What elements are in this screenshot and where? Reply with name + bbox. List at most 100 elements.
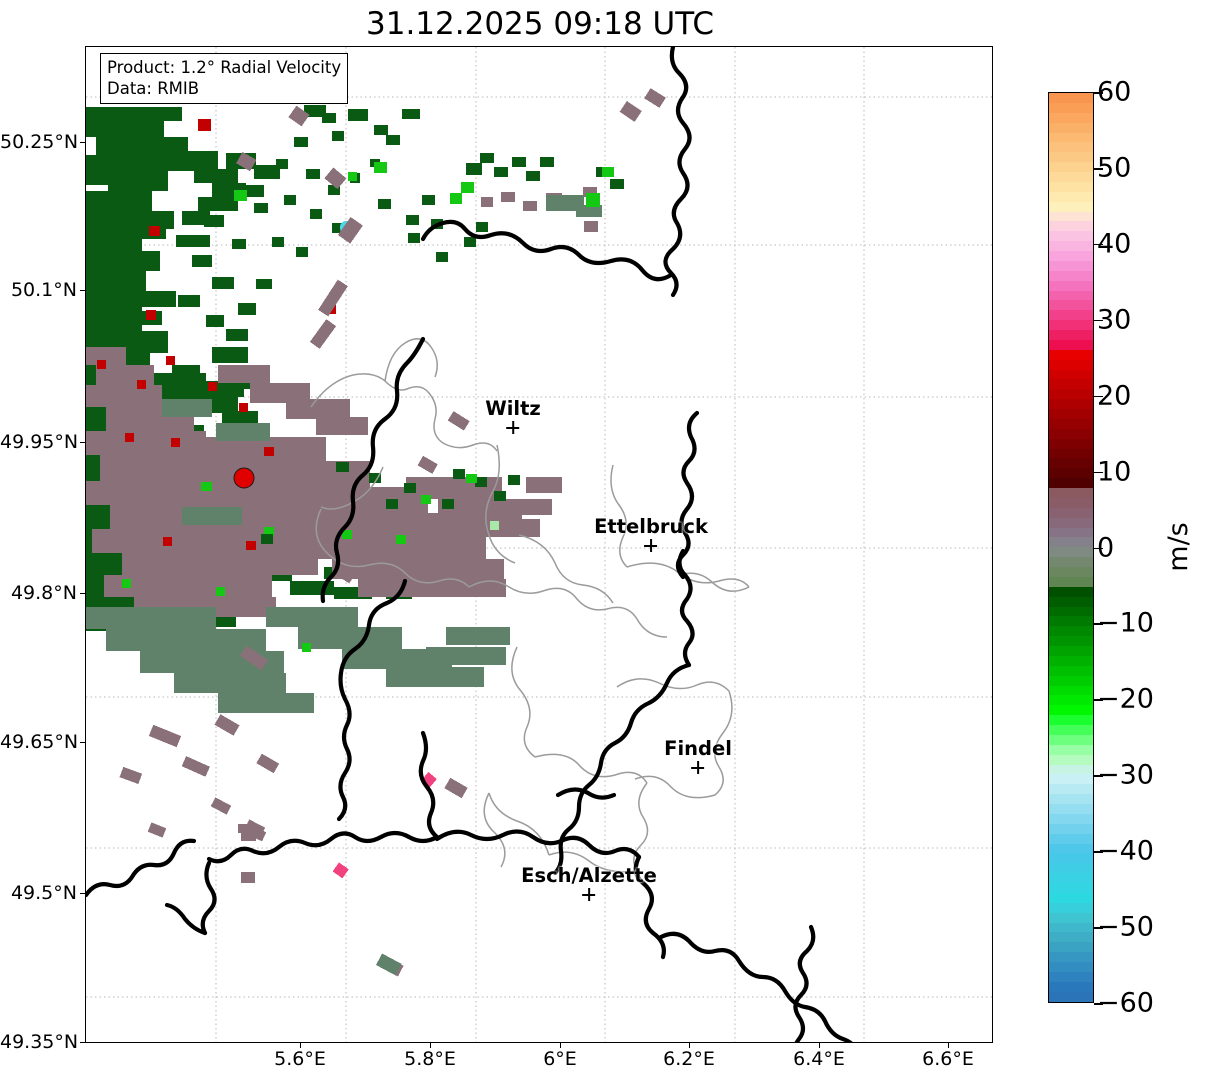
colorbar-segment: [1049, 320, 1093, 330]
colorbar-segment: [1049, 586, 1093, 597]
map-canvas: Wiltz Ettelbruck Findel Esch/Alzette Pro…: [86, 47, 992, 1042]
colorbar-segment: [1049, 596, 1093, 607]
colorbar-tick-mark: [1094, 775, 1103, 777]
x-tick-mark: [689, 1043, 691, 1048]
colorbar-segment: [1049, 557, 1093, 567]
x-tick-mark: [560, 1043, 562, 1048]
colorbar-segment: [1049, 912, 1093, 923]
x-tick-label: 6.4°E: [793, 1048, 845, 1070]
colorbar-segment: [1049, 952, 1093, 962]
city-name: Esch/Alzette: [521, 864, 657, 887]
colorbar-segment: [1049, 823, 1093, 834]
colorbar-segment: [1049, 873, 1093, 883]
colorbar-segment: [1049, 112, 1093, 123]
gridlines: [86, 47, 992, 1042]
colorbar-tick-label: −40: [1097, 835, 1154, 867]
city-cross-marker: [506, 421, 520, 434]
colorbar-segment: [1049, 665, 1093, 676]
colorbar-tick-label: 0: [1097, 532, 1115, 563]
colorbar-tick-mark: [1094, 851, 1103, 853]
colorbar-tick-mark: [1094, 319, 1103, 322]
city-label-wiltz: Wiltz: [485, 397, 541, 434]
colorbar-segment: [1049, 863, 1093, 874]
colorbar-tick-mark: [1094, 471, 1103, 474]
colorbar-segment: [1049, 734, 1093, 745]
y-tick-mark: [80, 893, 85, 895]
colorbar-segment: [1049, 833, 1093, 844]
colorbar-segment: [1049, 290, 1093, 301]
colorbar-segment: [1049, 122, 1093, 133]
y-tick-label: 49.5°N: [0, 882, 77, 904]
colorbar-segment: [1049, 162, 1093, 172]
y-tick-text: 49.65°N: [0, 731, 79, 753]
x-tick-mark: [300, 1043, 302, 1048]
colorbar-segment: [1049, 142, 1093, 153]
colorbar-segment: [1049, 181, 1093, 192]
city-cross-marker: [691, 761, 705, 774]
y-tick-text: 50.1°N: [10, 279, 77, 301]
colorbar-segment: [1049, 744, 1093, 755]
colorbar-segment: [1049, 241, 1093, 251]
colorbar-tick-mark: [1094, 92, 1103, 94]
x-tick-mark: [948, 1043, 950, 1048]
colorbar-segment: [1049, 774, 1093, 785]
y-tick-label: 49.95°N: [0, 431, 79, 453]
colorbar-segment: [1049, 971, 1093, 982]
y-tick-mark: [80, 442, 85, 444]
colorbar-segment: [1049, 102, 1093, 113]
colorbar-segment: [1049, 251, 1093, 261]
radar-echo-layer: [86, 88, 666, 977]
colorbar-segment: [1049, 231, 1093, 242]
radar-location-marker[interactable]: [233, 467, 255, 489]
colorbar-segment: [1049, 883, 1093, 893]
colorbar-segment: [1049, 478, 1093, 488]
colorbar-segment: [1049, 201, 1093, 212]
colorbar-segment: [1049, 488, 1093, 498]
colorbar-segment: [1049, 191, 1093, 202]
colorbar-segment: [1049, 813, 1093, 824]
colorbar-segment: [1049, 547, 1093, 558]
map-plot-area[interactable]: Wiltz Ettelbruck Findel Esch/Alzette Pro…: [85, 46, 993, 1043]
colorbar-segment: [1049, 754, 1093, 765]
colorbar-segment: [1049, 932, 1093, 943]
y-tick-mark: [80, 142, 85, 144]
colorbar-segment: [1049, 330, 1093, 340]
colorbar-segment: [1049, 646, 1093, 656]
colorbar-segment: [1049, 458, 1093, 469]
colorbar-segment: [1049, 606, 1093, 617]
colorbar-segment: [1049, 399, 1093, 409]
colorbar-segment: [1049, 655, 1093, 666]
district-borders: [310, 338, 750, 873]
colorbar-segment: [1049, 695, 1093, 706]
product-info-box: Product: 1.2° Radial Velocity Data: RMIB: [100, 53, 349, 105]
y-tick-text: 49.95°N: [0, 431, 79, 453]
city-name: Findel: [664, 737, 732, 760]
colorbar-segment: [1049, 379, 1093, 390]
page-title: 31.12.2025 09:18 UTC: [366, 6, 714, 42]
colorbar-segment: [1049, 764, 1093, 775]
colorbar-segment: [1049, 685, 1093, 696]
colorbar-units-label: m/s: [1163, 522, 1194, 572]
colorbar-segment: [1049, 705, 1093, 716]
city-name: Ettelbruck: [594, 515, 708, 538]
colorbar-tick-mark: [1094, 547, 1103, 550]
colorbar-segment: [1049, 725, 1093, 735]
colorbar[interactable]: [1048, 92, 1094, 1003]
colorbar-tick-label: −30: [1097, 759, 1154, 791]
colorbar-segment: [1049, 507, 1093, 518]
colorbar-segment: [1049, 567, 1093, 577]
colorbar-segment: [1049, 359, 1093, 370]
colorbar-segment: [1049, 626, 1093, 637]
colorbar-segment: [1049, 172, 1093, 182]
y-tick-mark: [80, 742, 85, 744]
map-svg: [86, 47, 992, 1042]
colorbar-segment: [1049, 270, 1093, 281]
x-tick-label: 6°E: [543, 1048, 577, 1070]
colorbar-tick-mark: [1094, 1003, 1103, 1005]
city-label-esch-alzette: Esch/Alzette: [521, 864, 657, 901]
colorbar-tick-label: −50: [1097, 911, 1154, 943]
colorbar-segment: [1049, 448, 1093, 459]
colorbar-segment: [1049, 804, 1093, 814]
x-tick-mark: [819, 1043, 821, 1048]
